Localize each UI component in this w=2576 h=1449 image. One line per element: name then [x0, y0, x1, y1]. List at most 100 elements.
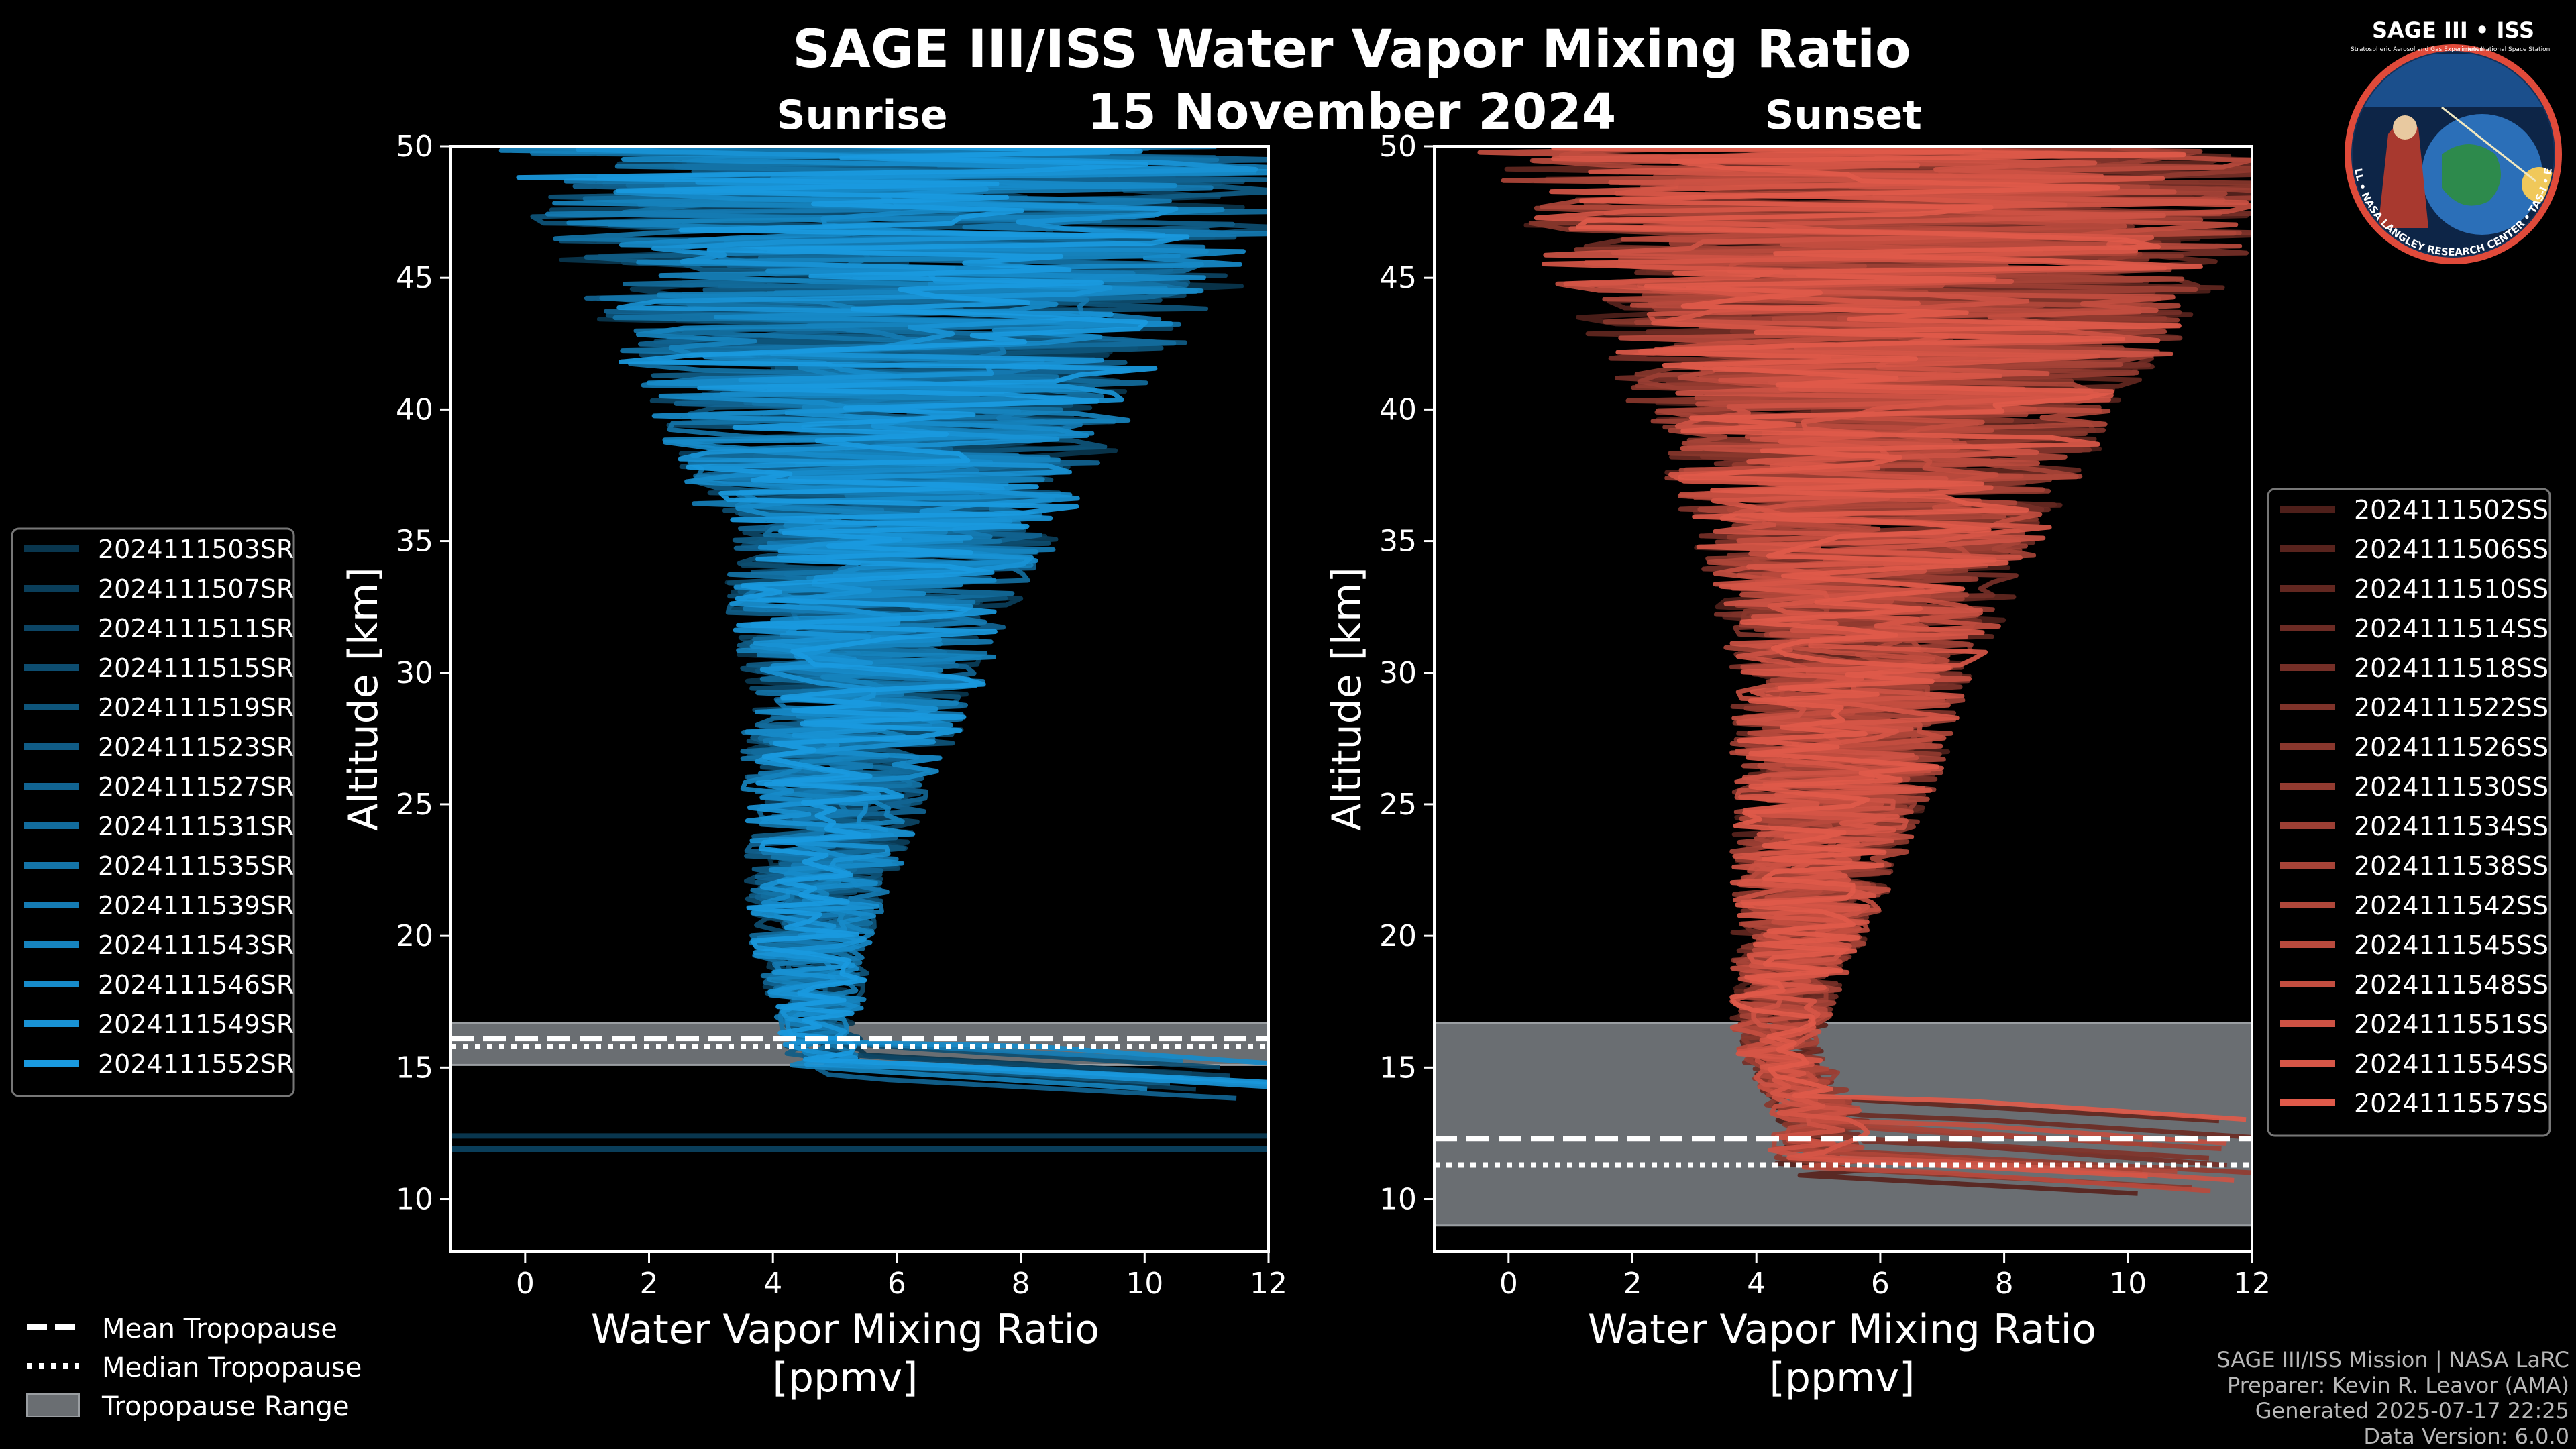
sunrise-legend: 2024111503SR 2024111507SR 2024111511SR 2024…	[11, 527, 295, 1097]
credits: SAGE III/ISS Mission | NASA LaRC Prepare…	[2216, 1347, 2569, 1449]
tropopause-range-legend-label: Tropopause Range	[101, 1391, 350, 1422]
legend-label-2024111519SR: 2024111519SR	[98, 693, 294, 722]
credit-data-version: Data Version: 6.0.0	[2363, 1424, 2569, 1449]
logo-subtitle-left: Stratospheric Aerosol and Gas Experiment…	[2351, 46, 2486, 53]
sunrise-ytick-label: 35	[396, 525, 433, 559]
sunset-xtick-label: 0	[1499, 1267, 1518, 1301]
sunrise-plot-frame	[449, 145, 1270, 1253]
sunset-ytick-label: 25	[1379, 788, 1417, 822]
legend-label-2024111548SS: 2024111548SS	[2354, 970, 2548, 1000]
legend-label-2024111502SS: 2024111502SS	[2354, 495, 2548, 525]
sunset-ytick-label: 35	[1379, 525, 1417, 559]
sunset-panel-title: Sunset	[1765, 92, 1922, 139]
sunset-xtick-label: 6	[1871, 1267, 1890, 1301]
sunrise-xtick-label: 2	[640, 1267, 659, 1301]
sunrise-xtick-label: 4	[763, 1267, 782, 1301]
sunrise-xlabel-line1: Water Vapor Mixing Ratio	[591, 1306, 1099, 1353]
legend-label-2024111554SS: 2024111554SS	[2354, 1049, 2548, 1079]
sunrise-panel: 0 2 4 6 8 10 12 10 15 20 25 30 35 40 45 50 Water Vapor …	[340, 129, 1287, 1401]
legend-label-2024111530SS: 2024111530SS	[2354, 772, 2548, 802]
sunrise-xtick-label: 6	[888, 1267, 906, 1301]
sunset-legend-frame	[2267, 488, 2551, 1137]
sunrise-tropopause-lines	[451, 1036, 1269, 1049]
legend-label-2024111534SS: 2024111534SS	[2354, 812, 2548, 841]
sunset-xlabel-line2: [ppmv]	[1770, 1354, 1915, 1401]
sunrise-ytick-label: 25	[396, 788, 433, 822]
sunrise-ytick-label: 40	[396, 392, 433, 427]
tropopause-legend: Mean Tropopause Median Tropopause Tropop…	[26, 1313, 362, 1422]
figure-title: SAGE III/ISS Water Vapor Mixing Ratio	[792, 19, 1911, 80]
sunrise-ytick-label: 20	[396, 919, 433, 953]
legend-label-2024111526SS: 2024111526SS	[2354, 733, 2548, 762]
sunset-legend: 2024111502SS 2024111506SS 2024111510SS 2024…	[2267, 488, 2551, 1137]
sunrise-ytick-label: 15	[396, 1051, 433, 1085]
legend-label-2024111507SR: 2024111507SR	[98, 574, 294, 604]
sunrise-profile-lines	[451, 146, 1269, 1152]
sunset-plot-frame	[1433, 145, 2253, 1253]
sunrise-ytick-label: 50	[396, 129, 433, 164]
median-tropopause-legend-label: Median Tropopause	[102, 1352, 362, 1383]
sunset-ytick-label: 10	[1379, 1183, 1417, 1217]
legend-label-2024111515SR: 2024111515SR	[98, 653, 294, 683]
sunset-xtick-label: 2	[1623, 1267, 1642, 1301]
legend-label-2024111542SS: 2024111542SS	[2354, 891, 2548, 920]
legend-label-2024111511SR: 2024111511SR	[98, 614, 294, 643]
mean-tropopause-legend-label: Mean Tropopause	[102, 1313, 337, 1344]
sunset-ytick-label: 50	[1379, 129, 1417, 164]
legend-label-2024111539SR: 2024111539SR	[98, 891, 294, 920]
legend-label-2024111527SR: 2024111527SR	[98, 772, 294, 802]
legend-label-2024111506SS: 2024111506SS	[2354, 535, 2548, 564]
sunset-axis-ticks: 0 2 4 6 8 10 12 10 15 20 25 30 35 40 45 50	[1379, 129, 2271, 1301]
logo-subtitle-right: International Space Station	[2468, 46, 2551, 53]
sunset-ytick-label: 30	[1379, 656, 1417, 690]
sunset-ylabel: Altitude [km]	[1324, 567, 1371, 831]
credit-generated: Generated 2025-07-17 22:25	[2255, 1398, 2569, 1424]
legend-label-2024111510SS: 2024111510SS	[2354, 574, 2548, 604]
sunrise-xtick-label: 10	[1126, 1267, 1163, 1301]
logo-artwork	[2353, 52, 2554, 256]
legend-label-2024111518SS: 2024111518SS	[2354, 653, 2548, 683]
sunrise-axis-ticks: 0 2 4 6 8 10 12 10 15 20 25 30 35 40 45 50	[396, 129, 1287, 1301]
sunrise-ytick-label: 45	[396, 261, 433, 295]
legend-label-2024111531SR: 2024111531SR	[98, 812, 294, 841]
sunset-panel: 0 2 4 6 8 10 12 10 15 20 25 30 35 40 45 50 Water Vapor …	[1324, 129, 2271, 1401]
legend-label-2024111557SS: 2024111557SS	[2354, 1089, 2548, 1118]
legend-label-2024111549SR: 2024111549SR	[98, 1010, 294, 1039]
sunset-xtick-label: 10	[2109, 1267, 2147, 1301]
sunrise-panel-title: Sunrise	[776, 92, 947, 139]
legend-label-2024111535SR: 2024111535SR	[98, 851, 294, 881]
credit-mission: SAGE III/ISS Mission | NASA LaRC	[2216, 1347, 2569, 1373]
sunrise-ylabel: Altitude [km]	[340, 567, 387, 831]
sunrise-xtick-label: 12	[1250, 1267, 1287, 1301]
sunset-xlabel-line1: Water Vapor Mixing Ratio	[1588, 1306, 2096, 1353]
sunrise-xtick-label: 8	[1012, 1267, 1030, 1301]
legend-label-2024111546SR: 2024111546SR	[98, 970, 294, 1000]
sunset-ytick-label: 20	[1379, 919, 1417, 953]
sunset-ytick-label: 15	[1379, 1051, 1417, 1085]
sunrise-ytick-label: 30	[396, 656, 433, 690]
sunset-xtick-label: 4	[1747, 1267, 1766, 1301]
logo-title: SAGE III • ISS	[2372, 17, 2534, 43]
legend-label-2024111551SS: 2024111551SS	[2354, 1010, 2548, 1039]
sunrise-legend-frame	[11, 527, 295, 1097]
sunset-xtick-label: 8	[1995, 1267, 2014, 1301]
legend-label-2024111545SS: 2024111545SS	[2354, 930, 2548, 960]
sunset-xtick-label: 12	[2233, 1267, 2271, 1301]
sunset-ytick-label: 40	[1379, 392, 1417, 427]
sunrise-xlabel-line2: [ppmv]	[773, 1354, 918, 1401]
profile-line-2024111557SS	[1551, 146, 2247, 1122]
figure-date: 15 November 2024	[1087, 83, 1616, 141]
profile-line-2024111552SR	[516, 146, 1269, 1085]
tropopause-range-legend-swatch	[26, 1393, 80, 1417]
sunrise-xtick-label: 0	[516, 1267, 535, 1301]
credit-preparer: Preparer: Kevin R. Leavor (AMA)	[2227, 1373, 2569, 1398]
legend-label-2024111523SR: 2024111523SR	[98, 733, 294, 762]
legend-label-2024111543SR: 2024111543SR	[98, 930, 294, 960]
legend-label-2024111503SR: 2024111503SR	[98, 535, 294, 564]
legend-label-2024111514SS: 2024111514SS	[2354, 614, 2548, 643]
legend-label-2024111538SS: 2024111538SS	[2354, 851, 2548, 881]
sunset-tropopause-lines	[1434, 1136, 2252, 1168]
sunrise-ytick-label: 10	[396, 1183, 433, 1217]
sunset-ytick-label: 45	[1379, 261, 1417, 295]
